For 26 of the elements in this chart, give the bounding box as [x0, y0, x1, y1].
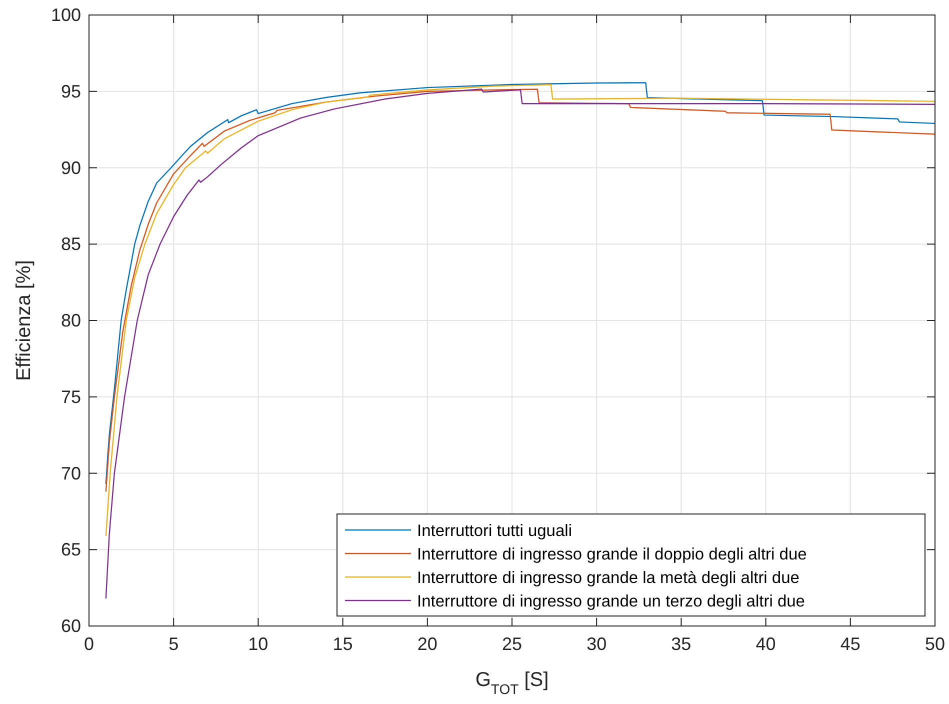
y-tick-label: 80 [60, 310, 81, 330]
y-tick-label: 65 [60, 540, 81, 560]
x-tick-label: 40 [756, 634, 776, 654]
y-tick-label: 60 [60, 616, 81, 636]
legend-label: Interruttore di ingresso grande il doppio degli altri due [417, 546, 807, 564]
x-tick-label: 0 [84, 634, 94, 654]
x-tick-label: 10 [248, 634, 268, 654]
x-tick-label: 30 [586, 634, 607, 654]
x-axis-title: G$_{TOT}$ [S] [475, 669, 549, 697]
y-tick-label: 100 [50, 5, 81, 25]
y-axis-title: Efficienza [%] [13, 260, 35, 381]
x-tick-label: 5 [168, 634, 179, 654]
legend-label: Interruttore di ingresso grande la metà degli altri due [417, 569, 800, 587]
legend-label: Interruttore di ingresso grande un terzo degli altri due [417, 592, 805, 610]
x-tick-label: 50 [924, 634, 946, 654]
x-tick-label: 45 [840, 634, 860, 654]
y-tick-label: 70 [60, 463, 81, 484]
x-tick-label: 35 [671, 634, 692, 654]
x-tick-label: 20 [417, 634, 438, 654]
x-tick-label: 25 [502, 634, 522, 654]
y-tick-label: 75 [60, 386, 81, 407]
x-tick-label: 15 [332, 634, 353, 654]
y-tick-label: 95 [60, 81, 81, 102]
y-tick-label: 90 [60, 158, 81, 178]
y-tick-label: 85 [60, 234, 81, 254]
legend-label: Interruttori tutti uguali [417, 522, 572, 540]
